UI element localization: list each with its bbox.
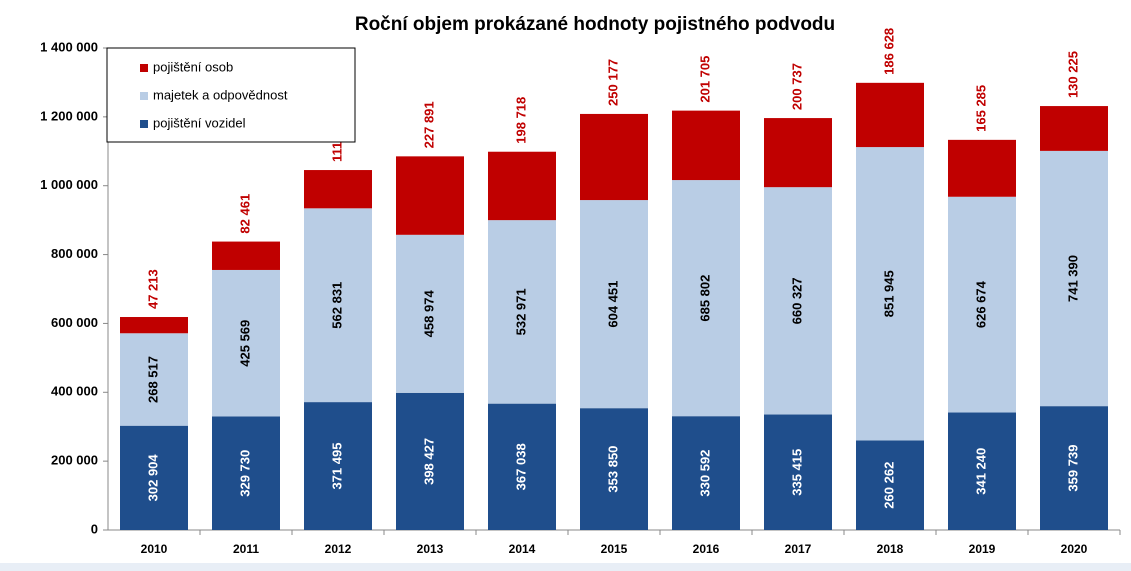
bar-segment [764, 118, 832, 188]
value-label: 398 427 [421, 438, 436, 485]
x-tick-label: 2016 [693, 542, 720, 556]
x-tick-label: 2015 [601, 542, 628, 556]
bar-segment [948, 139, 1016, 197]
y-tick-label: 1 200 000 [40, 108, 98, 123]
x-tick-label: 2012 [325, 542, 352, 556]
value-label: 227 891 [421, 101, 436, 148]
value-label: 329 730 [237, 450, 252, 497]
bar-segment [396, 156, 464, 235]
legend: pojištění osob majetek a odpovědnost pojiš… [106, 47, 356, 143]
bar-segment [764, 414, 832, 530]
bar-segment [304, 402, 372, 530]
bar-segment [120, 317, 188, 334]
x-tick-label: 2019 [969, 542, 996, 556]
bar-segment [580, 200, 648, 409]
bar-segment [396, 392, 464, 530]
value-label: 353 850 [605, 446, 620, 493]
bar-segment [120, 425, 188, 530]
value-label: 130 225 [1065, 51, 1080, 98]
x-tick-label: 2011 [233, 542, 259, 556]
legend-label: pojištění osob [153, 59, 233, 74]
bar-segment [304, 170, 372, 209]
legend-label: majetek a odpovědnost [153, 87, 288, 102]
value-label: 47 213 [145, 269, 160, 309]
value-label: 458 974 [421, 290, 436, 338]
bar-segment [1040, 106, 1108, 151]
value-label: 186 628 [881, 28, 896, 75]
bar-segment [488, 220, 556, 404]
value-label: 851 945 [881, 270, 896, 317]
value-label: 741 390 [1065, 255, 1080, 302]
bar-segment [672, 180, 740, 417]
bar-segment [580, 113, 648, 201]
y-tick-label: 1 400 000 [40, 39, 98, 54]
value-label: 341 240 [973, 448, 988, 495]
y-tick-label: 600 000 [51, 315, 98, 330]
value-label: 302 904 [145, 454, 160, 502]
bar-segment [1040, 406, 1108, 530]
value-label: 425 569 [237, 320, 252, 367]
value-label: 562 831 [329, 282, 344, 329]
value-label: 268 517 [145, 356, 160, 403]
bar-segment [212, 416, 280, 530]
bar-segment [764, 187, 832, 415]
chart-title: Roční objem prokázané hodnoty pojistného… [355, 14, 835, 35]
value-label: 330 592 [697, 450, 712, 497]
bar-segment [212, 269, 280, 417]
bar-segment [672, 416, 740, 530]
value-label: 359 739 [1065, 445, 1080, 492]
value-label: 532 971 [513, 288, 528, 335]
y-tick-label: 0 [91, 521, 98, 536]
value-label: 198 718 [513, 97, 528, 144]
value-label: 335 415 [789, 449, 804, 496]
y-tick-label: 200 000 [51, 453, 98, 468]
bar-segment [672, 110, 740, 181]
y-tick-label: 800 000 [51, 246, 98, 261]
x-tick-label: 2010 [141, 542, 168, 556]
legend-swatch [140, 64, 148, 72]
legend-swatch [140, 92, 148, 100]
bar-segment [120, 333, 188, 426]
value-label: 660 327 [789, 277, 804, 324]
legend-box [106, 47, 356, 143]
bar-segment [488, 151, 556, 221]
value-label: 626 674 [973, 280, 988, 328]
value-label: 685 802 [697, 275, 712, 322]
bar-segment [580, 408, 648, 530]
bottom-strip [0, 563, 1131, 571]
bar-segment [396, 234, 464, 393]
legend-label: pojištění vozidel [153, 115, 246, 130]
bar-segment [856, 440, 924, 530]
value-label: 201 705 [697, 56, 712, 103]
x-tick-label: 2018 [877, 542, 904, 556]
bar-segment [1040, 150, 1108, 407]
value-label: 200 737 [789, 63, 804, 110]
legend-swatch [140, 120, 148, 128]
bar-segment [212, 241, 280, 270]
bar-segment [304, 208, 372, 403]
value-label: 371 495 [329, 443, 344, 490]
bar-segment [948, 412, 1016, 530]
value-label: 604 451 [605, 281, 620, 328]
bar-segment [856, 147, 924, 441]
x-tick-label: 2013 [417, 542, 444, 556]
value-label: 260 262 [881, 462, 896, 509]
x-tick-label: 2017 [785, 542, 812, 556]
x-tick-label: 2020 [1061, 542, 1088, 556]
x-tick-label: 2014 [509, 542, 536, 556]
bar-segment [488, 403, 556, 530]
y-tick-label: 1 000 000 [40, 177, 98, 192]
value-label: 82 461 [237, 194, 252, 234]
value-label: 250 177 [605, 59, 620, 106]
value-label: 367 038 [513, 443, 528, 490]
y-tick-label: 400 000 [51, 384, 98, 399]
value-label: 165 285 [973, 85, 988, 132]
bar-segment [948, 196, 1016, 413]
bar-segment [856, 82, 924, 148]
